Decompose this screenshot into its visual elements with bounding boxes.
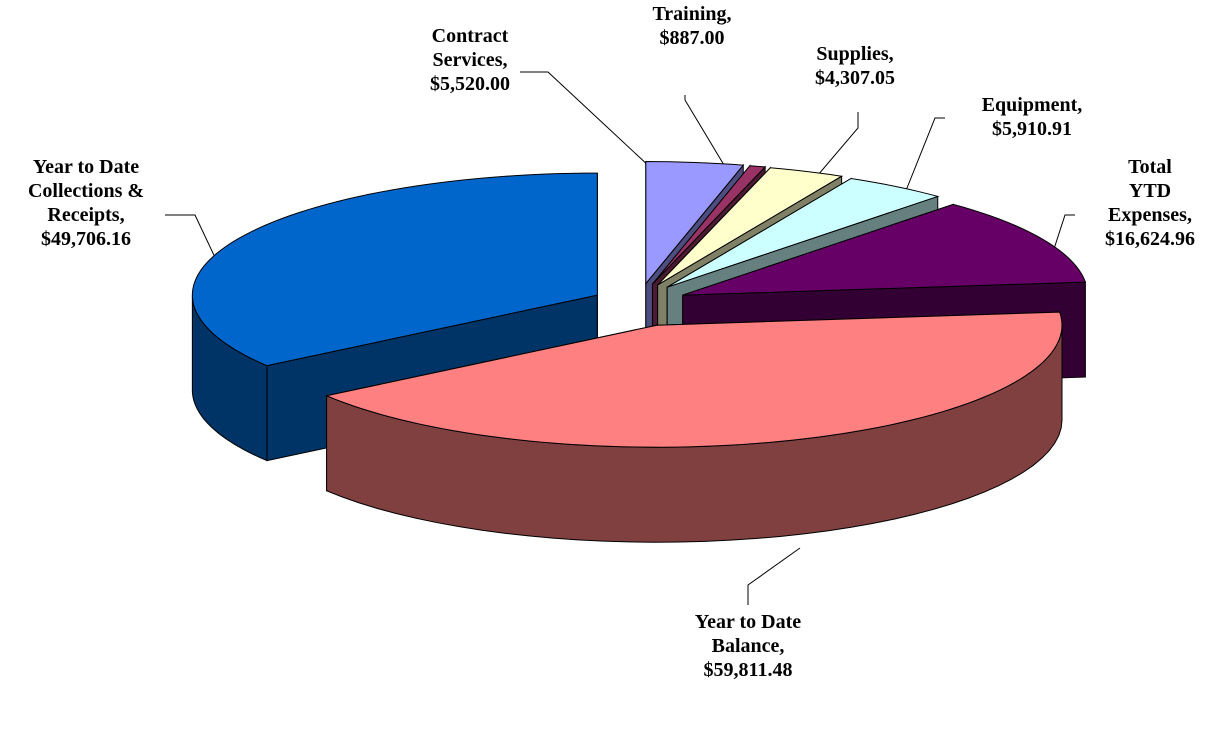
leader-line [894, 117, 945, 219]
data-label: Training, $887.00 [627, 2, 757, 50]
label-name: Training, [627, 2, 757, 26]
value-label: $4,307.05 [815, 67, 895, 89]
label-separator: , [726, 3, 732, 25]
label-separator: , [1077, 94, 1083, 116]
leader-lines [165, 71, 1075, 605]
value-label: $49,706.16 [41, 228, 131, 250]
data-label: Equipment, $5,910.91 [967, 93, 1097, 141]
category-name: Year to Date Collections & Receipts [27, 156, 145, 226]
category-name: Total YTD Expenses [1108, 156, 1187, 226]
value-label: $887.00 [659, 27, 725, 49]
leader-line [747, 547, 801, 605]
label-separator: , [1186, 204, 1192, 226]
slice-top [191, 172, 598, 367]
slice-top [324, 311, 1063, 448]
slice-top [682, 203, 1087, 296]
category-name: Supplies [816, 43, 889, 65]
label-name: Year to Date Balance, [663, 610, 833, 658]
label-name: Equipment, [967, 93, 1097, 117]
slice-top [657, 167, 844, 286]
data-label: Year to Date Collections & Receipts, $49,… [11, 155, 161, 251]
slice [324, 311, 1063, 543]
slice-top [652, 165, 767, 285]
value-label: $16,624.96 [1105, 228, 1195, 250]
slice-top [645, 161, 745, 285]
category-name: Contract Services [431, 25, 509, 71]
category-name: Training [652, 3, 727, 25]
data-label: Contract Services, $5,520.00 [400, 24, 540, 96]
label-name: Supplies, [790, 42, 920, 66]
category-name: Year to Date Balance [694, 611, 802, 657]
label-separator: , [779, 635, 785, 657]
label-separator: , [119, 204, 125, 226]
label-separator: , [888, 43, 894, 65]
data-label: Total YTD Expenses, $16,624.96 [1105, 155, 1195, 251]
leader-line [165, 214, 221, 269]
slice-top [666, 177, 940, 288]
label-name: Contract Services, [400, 24, 540, 72]
data-label: Year to Date Balance, $59,811.48 [663, 610, 833, 682]
value-label: $5,520.00 [430, 73, 510, 95]
data-label: Supplies, $4,307.05 [790, 42, 920, 90]
label-separator: , [502, 49, 508, 71]
value-label: $5,910.91 [992, 118, 1072, 140]
category-name: Equipment [981, 94, 1078, 116]
leader-line [520, 71, 681, 196]
label-name: Total YTD Expenses, [1105, 155, 1195, 227]
value-label: $59,811.48 [703, 659, 793, 681]
label-name: Year to Date Collections & Receipts, [11, 155, 161, 227]
